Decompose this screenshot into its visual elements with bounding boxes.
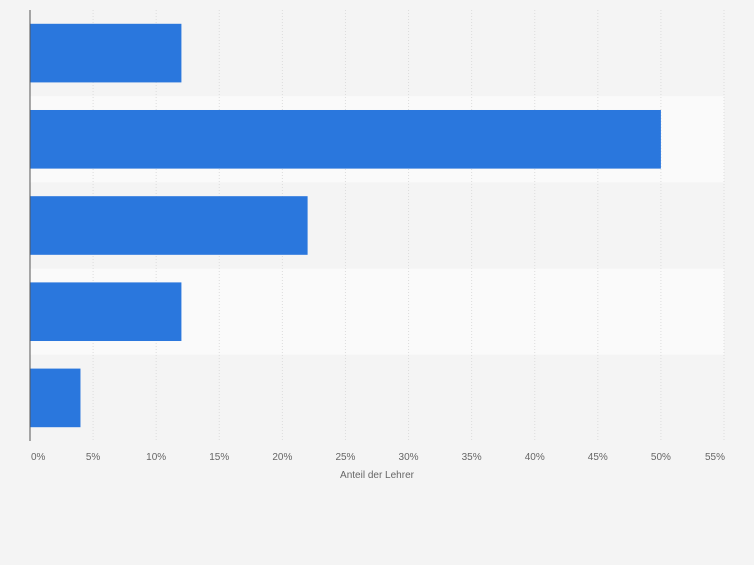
x-tick-label: 30% <box>399 452 419 463</box>
x-tick-label: 10% <box>146 452 166 463</box>
bar <box>30 368 81 428</box>
row-band <box>30 354 724 441</box>
bars <box>30 23 661 428</box>
x-tick-label: 35% <box>462 452 482 463</box>
bar <box>30 196 308 255</box>
x-tick-label: 50% <box>651 452 671 463</box>
x-tick-label: 45% <box>588 452 608 463</box>
x-tick-label: 0% <box>31 452 46 463</box>
bar <box>30 282 182 342</box>
x-tick-label: 25% <box>335 452 355 463</box>
bar <box>30 109 661 169</box>
x-tick-label: 55% <box>705 452 725 463</box>
x-tick-label: 15% <box>209 452 229 463</box>
x-tick-label: 5% <box>86 452 101 463</box>
x-tick-label: 20% <box>272 452 292 463</box>
bar <box>30 23 182 83</box>
x-tick-labels: 0% 5% 10% 15% 20% 25% 30% 35% 40% 45% 50% 55% <box>31 452 725 463</box>
x-axis-label: Anteil der Lehrer <box>340 470 415 481</box>
x-tick-label: 40% <box>525 452 545 463</box>
